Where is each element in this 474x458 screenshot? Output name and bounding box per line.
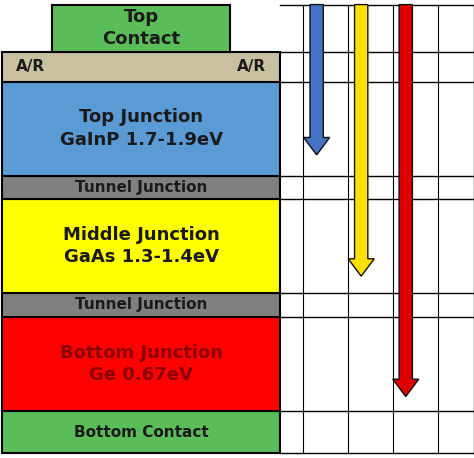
Text: Tunnel Junction: Tunnel Junction — [75, 297, 207, 312]
Bar — [2, 199, 280, 293]
Text: Top
Contact: Top Contact — [102, 8, 180, 48]
Text: Middle Junction
GaAs 1.3-1.4eV: Middle Junction GaAs 1.3-1.4eV — [63, 226, 219, 266]
Text: Bottom Contact: Bottom Contact — [73, 425, 209, 440]
Bar — [2, 293, 280, 316]
Text: Tunnel Junction: Tunnel Junction — [75, 180, 207, 195]
Bar — [2, 52, 280, 82]
Text: Top Junction
GaInP 1.7-1.9eV: Top Junction GaInP 1.7-1.9eV — [60, 109, 222, 149]
Bar — [2, 82, 280, 175]
Bar — [2, 316, 280, 411]
Bar — [2, 175, 280, 199]
Bar — [52, 5, 230, 52]
Text: A/R: A/R — [237, 59, 266, 74]
FancyArrow shape — [304, 5, 330, 155]
Bar — [2, 411, 280, 453]
Text: A/R: A/R — [16, 59, 45, 74]
FancyArrow shape — [348, 5, 374, 276]
FancyArrow shape — [392, 5, 419, 397]
Text: Bottom Junction
Ge 0.67eV: Bottom Junction Ge 0.67eV — [60, 344, 222, 384]
